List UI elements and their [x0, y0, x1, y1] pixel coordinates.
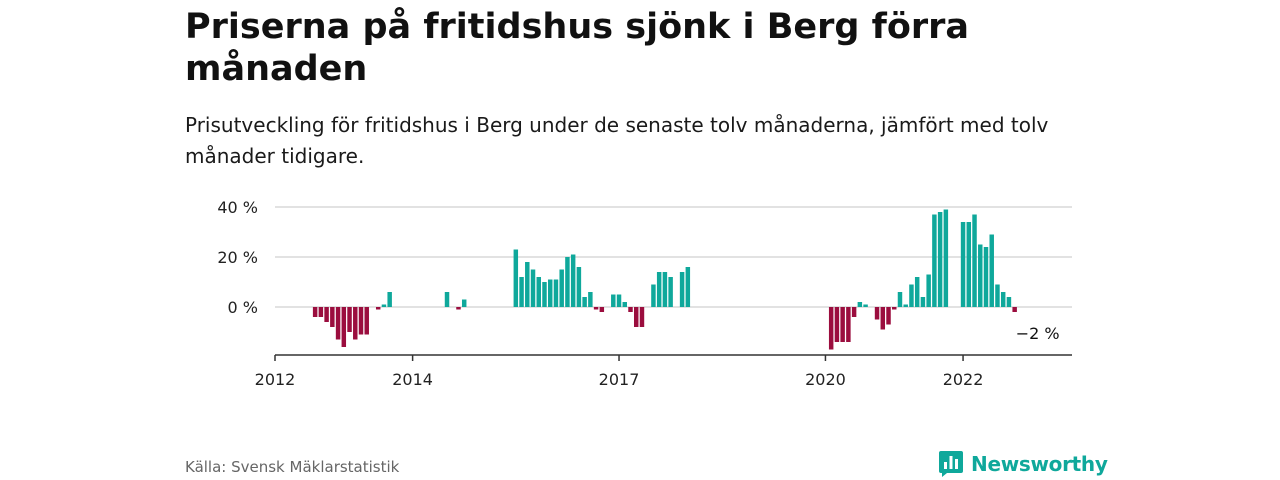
bar: [565, 257, 570, 307]
bar: [553, 279, 559, 307]
bar: [920, 297, 926, 307]
bar: [897, 292, 903, 307]
bar: [324, 307, 329, 322]
bar-chart-logo-icon: [939, 451, 963, 477]
page-subtitle: Prisutveckling för fritidshus i Berg und…: [185, 113, 1049, 168]
y-tick-label: 0 %: [228, 298, 258, 317]
bar: [639, 307, 645, 327]
bar: [628, 307, 633, 312]
bar: [330, 307, 335, 327]
bar: [903, 304, 908, 307]
bar: [387, 292, 392, 307]
bar: [995, 284, 1000, 307]
bar: [593, 307, 599, 310]
last-value-label: −2 %: [1016, 324, 1060, 343]
bars: [312, 209, 1017, 350]
bar: [381, 304, 387, 307]
bar: [353, 307, 358, 340]
bar: [358, 307, 364, 335]
bar: [318, 307, 324, 317]
bar: [828, 307, 834, 350]
grid-lines: [275, 206, 1072, 308]
bar: [599, 307, 605, 312]
bar: [972, 214, 977, 307]
bar: [559, 269, 564, 307]
bar: [519, 277, 524, 307]
bar: [857, 302, 863, 307]
bar: [943, 209, 949, 307]
bar: [570, 254, 576, 307]
bar: [886, 307, 891, 325]
x-tick-label: 2022: [943, 370, 984, 389]
bar: [547, 279, 553, 307]
bar: [461, 299, 467, 307]
bar: [679, 272, 685, 307]
bar: [588, 292, 593, 307]
bar: [892, 307, 897, 310]
bar: [536, 277, 541, 307]
bar: [341, 307, 347, 347]
bar: [668, 277, 673, 307]
bar: [978, 244, 983, 307]
bar: [1012, 307, 1017, 312]
y-tick-label: 20 %: [217, 248, 258, 267]
bar: [846, 307, 851, 342]
bar: [662, 272, 668, 307]
bar: [932, 214, 937, 307]
bar: [513, 249, 519, 307]
bar: [335, 307, 341, 340]
source-note: Källa: Svensk Mäklarstatistik: [185, 458, 400, 476]
bar: [611, 294, 616, 307]
bar: [909, 284, 914, 307]
bar: [926, 274, 931, 307]
bar: [989, 234, 994, 307]
brand-logo[interactable]: Newsworthy: [938, 450, 1108, 478]
x-tick-label: 2017: [599, 370, 640, 389]
bar: [576, 267, 582, 307]
page-title: Priserna på fritidshus sjönk i Berg förr…: [185, 7, 970, 89]
bar: [622, 302, 627, 307]
bar: [983, 247, 989, 307]
bar: [937, 212, 943, 307]
bar: [880, 307, 886, 330]
x-tick-label: 2014: [392, 370, 433, 389]
bar: [444, 292, 450, 307]
bar: [651, 284, 656, 307]
bar: [863, 304, 868, 307]
bar: [966, 222, 972, 307]
y-tick-label: 40 %: [217, 198, 258, 217]
bar: [616, 294, 622, 307]
bar: [851, 307, 857, 317]
bar: [874, 307, 880, 320]
x-tick-label: 2020: [805, 370, 846, 389]
bar: [312, 307, 318, 317]
bar: [347, 307, 352, 332]
x-tick-label: 2012: [255, 370, 296, 389]
bar: [582, 297, 587, 307]
bar: [685, 267, 691, 307]
brand-name: Newsworthy: [971, 452, 1108, 476]
bar: [834, 307, 840, 342]
bar: [656, 272, 662, 307]
bar: [375, 307, 381, 310]
bar: [456, 307, 461, 310]
bar: [960, 222, 966, 307]
bar: [914, 277, 920, 307]
bar: [840, 307, 845, 342]
bar: [1006, 297, 1012, 307]
bar: [542, 282, 547, 307]
x-axis: 2012 2014 2017 2020 2022: [255, 354, 1072, 389]
annotations: −2 %: [1016, 324, 1060, 343]
bar: [364, 307, 369, 335]
y-axis-ticks: 0 % 20 % 40 %: [217, 198, 258, 317]
bar: [633, 307, 639, 327]
bar: [1000, 292, 1006, 307]
bar: [530, 269, 536, 307]
bar: [525, 262, 530, 307]
